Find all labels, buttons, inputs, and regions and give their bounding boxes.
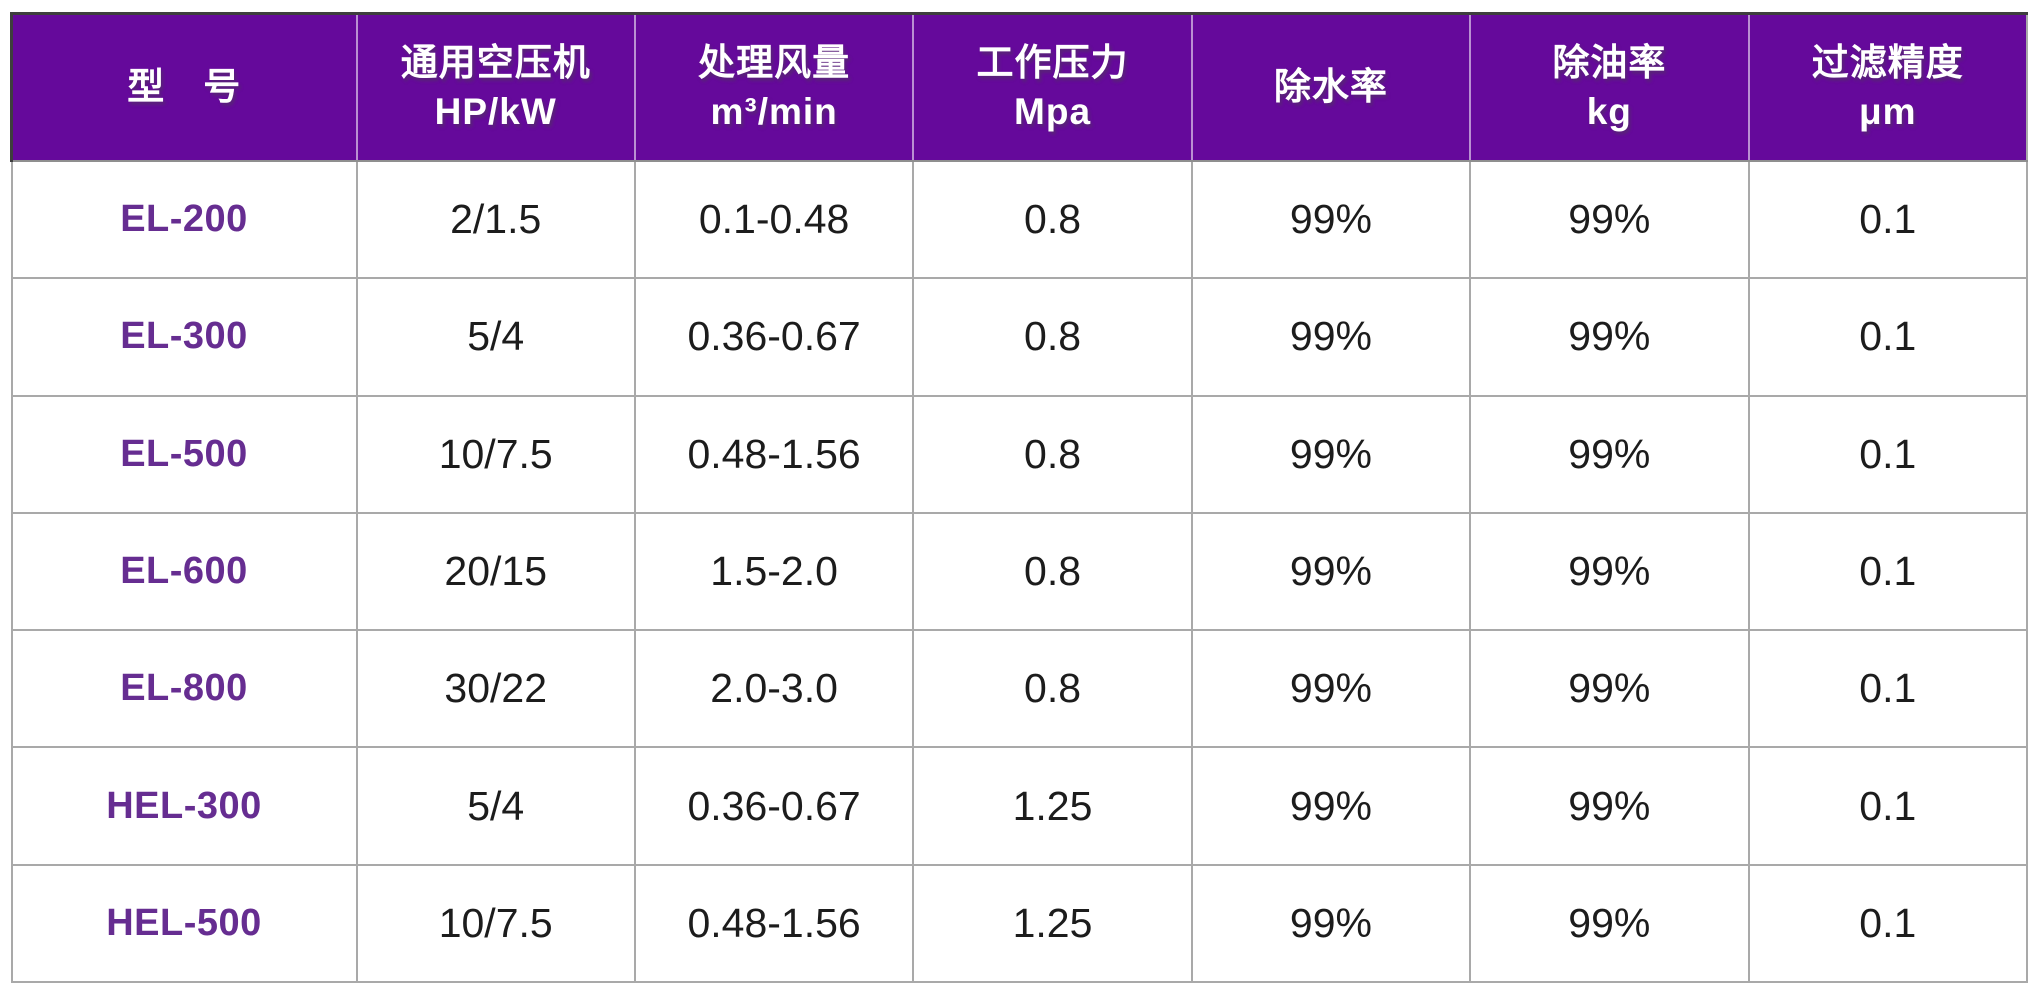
cell-model: EL-300: [10, 277, 358, 397]
cell-model: HEL-300: [10, 746, 358, 866]
cell-hp-kw: 5/4: [355, 746, 636, 866]
cell-pressure: 0.8: [912, 629, 1193, 749]
cell-model: HEL-500: [10, 863, 358, 984]
cell-oil: 99%: [1469, 159, 1750, 280]
cell-water: 99%: [1190, 511, 1472, 632]
cell-water: 99%: [1190, 277, 1472, 397]
table-row: EL-200 2/1.5 0.1-0.48 0.8 99% 99% 0.1: [10, 159, 2029, 280]
header-unit: μm: [1858, 90, 1917, 132]
header-cell-flow: 处理风量 m³/min: [633, 13, 914, 162]
header-cell-oil-removal: 除油率 kg: [1469, 13, 1749, 162]
table-row: EL-800 30/22 2.0-3.0 0.8 99% 99% 0.1: [10, 629, 2029, 749]
cell-precision: 0.1: [1747, 746, 2029, 866]
cell-pressure: 0.8: [912, 511, 1193, 632]
cell-flow: 0.36-0.67: [633, 277, 915, 397]
cell-hp-kw: 2/1.5: [355, 159, 636, 280]
header-label: 通用空压机: [400, 41, 591, 83]
cell-pressure: 0.8: [912, 159, 1193, 280]
cell-water: 99%: [1190, 746, 1472, 866]
header-label: 除油率: [1552, 41, 1667, 83]
cell-precision: 0.1: [1747, 863, 2029, 984]
header-label: 除水率: [1273, 66, 1388, 108]
cell-model: EL-500: [10, 394, 358, 514]
cell-flow: 0.48-1.56: [633, 394, 915, 514]
table-row: EL-300 5/4 0.36-0.67 0.8 99% 99% 0.1: [10, 277, 2029, 397]
cell-flow: 0.36-0.67: [633, 746, 915, 866]
header-cell-compressor: 通用空压机 HP/kW: [355, 13, 635, 162]
cell-flow: 0.1-0.48: [633, 159, 915, 280]
table-row: HEL-300 5/4 0.36-0.67 1.25 99% 99% 0.1: [10, 746, 2029, 866]
header-cell-model: 型 号: [10, 13, 357, 162]
cell-precision: 0.1: [1747, 629, 2029, 749]
cell-pressure: 1.25: [912, 863, 1193, 984]
header-cell-water-removal: 除水率: [1190, 13, 1471, 162]
cell-precision: 0.1: [1747, 394, 2029, 514]
cell-hp-kw: 10/7.5: [355, 394, 636, 514]
cell-flow: 2.0-3.0: [633, 629, 915, 749]
cell-oil: 99%: [1469, 277, 1750, 397]
header-cell-pressure: 工作压力 Mpa: [912, 13, 1192, 162]
header-unit: m³/min: [710, 90, 838, 132]
product-spec-table: 型 号 通用空压机 HP/kW 处理风量 m³/min 工作压力 Mpa 除水率…: [10, 12, 2029, 984]
header-unit: HP/kW: [434, 90, 557, 132]
cell-pressure: 1.25: [912, 746, 1193, 866]
table-row: EL-600 20/15 1.5-2.0 0.8 99% 99% 0.1: [10, 511, 2029, 632]
header-label: 过滤精度: [1811, 41, 1964, 83]
cell-oil: 99%: [1469, 863, 1750, 984]
cell-precision: 0.1: [1747, 159, 2029, 280]
cell-hp-kw: 5/4: [355, 277, 636, 397]
cell-flow: 0.48-1.56: [633, 863, 915, 984]
cell-water: 99%: [1190, 394, 1472, 514]
header-row: 型 号 通用空压机 HP/kW 处理风量 m³/min 工作压力 Mpa 除水率…: [10, 13, 2027, 162]
table-header: 型 号 通用空压机 HP/kW 处理风量 m³/min 工作压力 Mpa 除水率…: [10, 13, 2027, 162]
cell-oil: 99%: [1469, 394, 1750, 514]
cell-model: EL-800: [10, 629, 358, 749]
cell-hp-kw: 10/7.5: [355, 863, 636, 984]
header-label: 型 号: [127, 66, 242, 108]
cell-oil: 99%: [1469, 746, 1750, 866]
table-row: HEL-500 10/7.5 0.48-1.56 1.25 99% 99% 0.…: [10, 863, 2029, 984]
cell-water: 99%: [1190, 159, 1472, 280]
cell-flow: 1.5-2.0: [633, 511, 915, 632]
table-body: EL-200 2/1.5 0.1-0.48 0.8 99% 99% 0.1 EL…: [10, 159, 2029, 984]
cell-water: 99%: [1190, 863, 1472, 984]
header-label: 处理风量: [698, 41, 851, 83]
cell-pressure: 0.8: [912, 277, 1193, 397]
cell-oil: 99%: [1469, 629, 1750, 749]
cell-precision: 0.1: [1747, 277, 2029, 397]
cell-hp-kw: 20/15: [355, 511, 636, 632]
table-row: EL-500 10/7.5 0.48-1.56 0.8 99% 99% 0.1: [10, 394, 2029, 514]
cell-water: 99%: [1190, 629, 1472, 749]
cell-model: EL-200: [10, 159, 358, 280]
cell-hp-kw: 30/22: [355, 629, 636, 749]
header-label: 工作压力: [976, 41, 1129, 83]
cell-precision: 0.1: [1747, 511, 2029, 632]
cell-oil: 99%: [1469, 511, 1750, 632]
header-unit: kg: [1586, 90, 1632, 132]
header-unit: Mpa: [1014, 90, 1092, 132]
cell-model: EL-600: [10, 511, 358, 632]
cell-pressure: 0.8: [912, 394, 1193, 514]
header-cell-filtration: 过滤精度 μm: [1747, 13, 2027, 162]
